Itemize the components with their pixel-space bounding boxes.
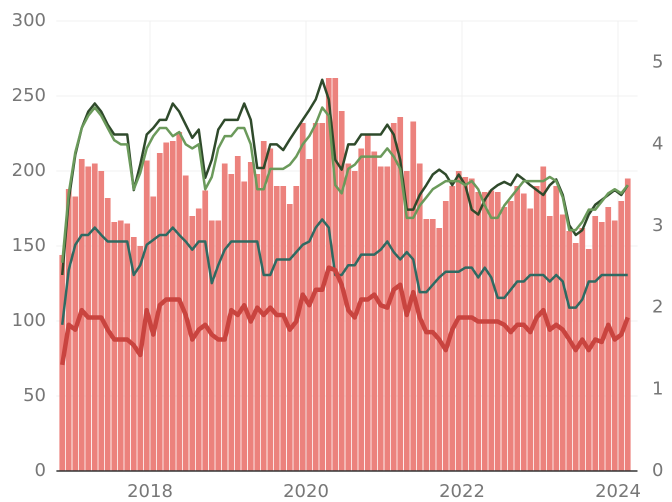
bar xyxy=(319,123,326,471)
bar xyxy=(371,151,378,471)
bar xyxy=(111,222,118,471)
bar xyxy=(546,216,553,471)
bar xyxy=(520,193,527,471)
y-tick-label: 0 xyxy=(35,460,46,481)
bar xyxy=(104,198,111,471)
y-tick-label: 100 xyxy=(12,310,46,331)
bar xyxy=(559,214,566,471)
bar xyxy=(221,163,228,471)
bar xyxy=(358,148,365,471)
bar xyxy=(117,220,124,471)
y-tick-label: 50 xyxy=(23,385,46,406)
x-tick-label: 2018 xyxy=(127,481,173,502)
bar xyxy=(169,141,176,471)
y-tick-label: 250 xyxy=(12,85,46,106)
bar xyxy=(475,192,482,471)
bar xyxy=(462,177,469,471)
bar xyxy=(351,171,358,471)
y2-tick-label: 3 xyxy=(652,215,663,236)
bar xyxy=(377,166,384,471)
bar xyxy=(572,243,579,471)
bar xyxy=(527,208,534,471)
bar xyxy=(130,237,137,471)
bar xyxy=(598,222,605,471)
y-tick-label: 200 xyxy=(12,160,46,181)
bar xyxy=(514,186,521,471)
bar xyxy=(124,223,131,471)
line xyxy=(61,78,629,276)
bar xyxy=(286,204,293,471)
bar xyxy=(260,141,267,471)
bar xyxy=(137,246,144,471)
bar xyxy=(624,178,631,471)
bar xyxy=(585,249,592,471)
bar xyxy=(540,166,547,471)
bar xyxy=(72,196,79,471)
bar xyxy=(280,186,287,471)
bar xyxy=(507,201,514,471)
bar xyxy=(273,186,280,471)
y-tick-label: 300 xyxy=(12,10,46,31)
bar xyxy=(579,228,586,471)
line xyxy=(61,218,628,325)
bar xyxy=(429,219,436,471)
bar xyxy=(611,220,618,471)
y2-tick-label: 0 xyxy=(652,460,663,481)
bar xyxy=(306,159,313,471)
line xyxy=(60,265,630,366)
bar xyxy=(195,208,202,471)
bar xyxy=(533,186,540,471)
bar xyxy=(312,123,319,471)
x-tick-label: 2020 xyxy=(283,481,329,502)
bar xyxy=(403,171,410,471)
bar xyxy=(436,228,443,471)
bar xyxy=(442,201,449,471)
bar xyxy=(254,174,261,471)
bar xyxy=(202,190,209,471)
bar xyxy=(189,216,196,471)
bar xyxy=(215,220,222,471)
y2-tick-label: 4 xyxy=(652,133,663,154)
bar xyxy=(501,207,508,471)
bar xyxy=(468,178,475,471)
bar xyxy=(345,163,352,471)
bar xyxy=(566,231,573,471)
y2-tick-label: 5 xyxy=(652,52,663,73)
bar xyxy=(293,186,300,471)
y2-tick-label: 2 xyxy=(652,297,663,318)
bar xyxy=(494,192,501,471)
y2-tick-label: 1 xyxy=(652,378,663,399)
bar xyxy=(241,181,248,471)
bar xyxy=(488,190,495,471)
bar xyxy=(384,166,391,471)
bar xyxy=(481,192,488,471)
bar xyxy=(364,135,371,471)
bar xyxy=(390,123,397,471)
bar xyxy=(553,186,560,471)
line xyxy=(61,106,629,263)
x-tick-label: 2024 xyxy=(595,481,641,502)
y-tick-label: 150 xyxy=(12,235,46,256)
bar xyxy=(605,207,612,471)
bar xyxy=(423,219,430,471)
bar xyxy=(163,142,170,471)
x-tick-label: 2022 xyxy=(439,481,485,502)
bar xyxy=(228,174,235,471)
bar xyxy=(208,220,215,471)
